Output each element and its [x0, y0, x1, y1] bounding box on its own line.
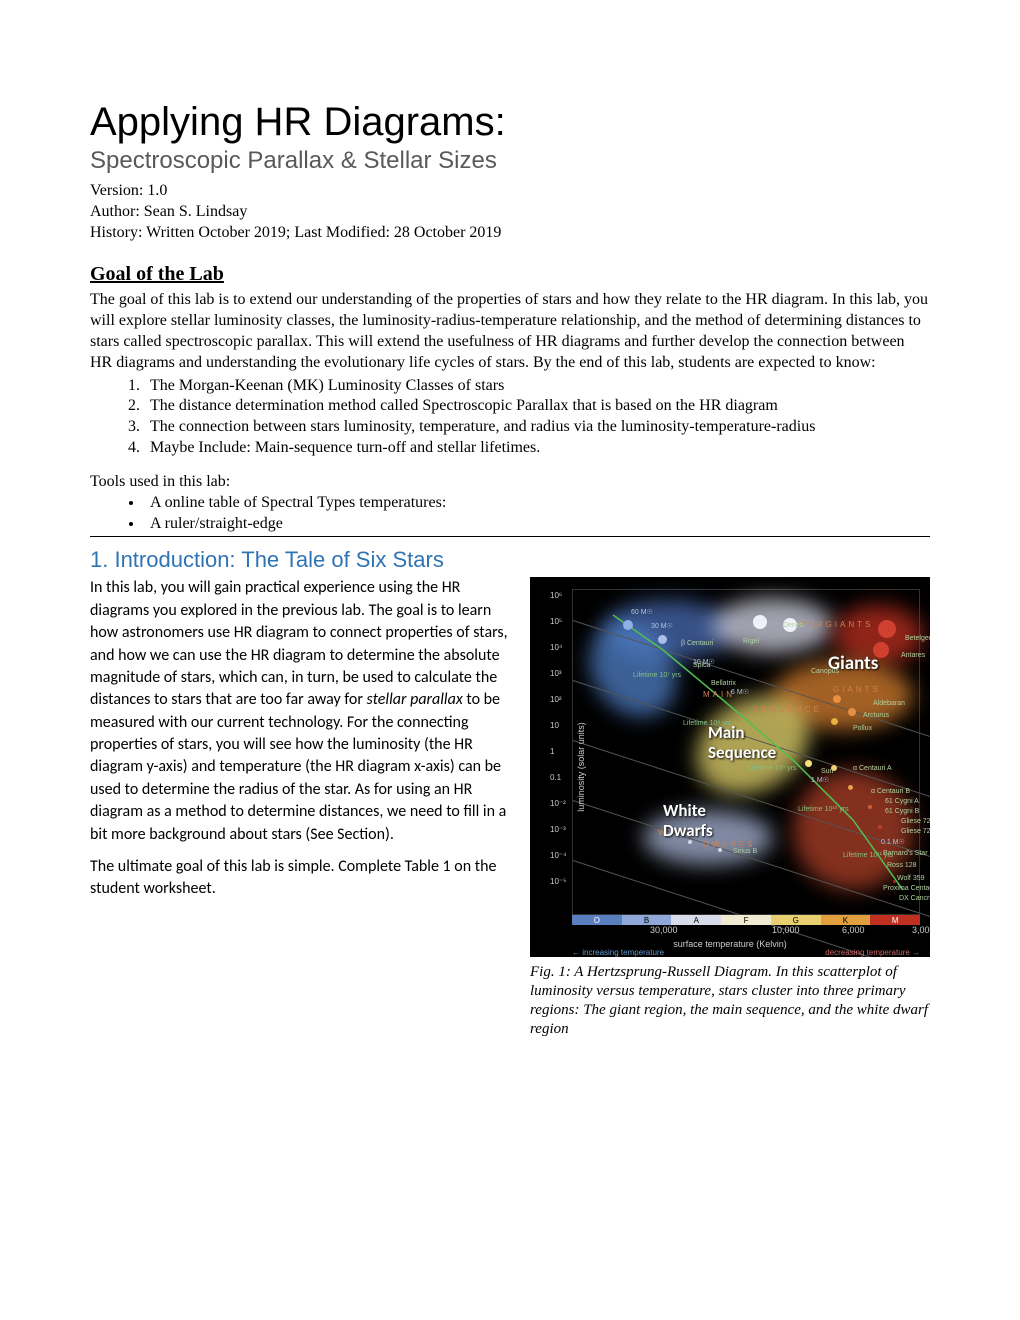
goal-list: The Morgan-Keenan (MK) Luminosity Classe… — [144, 376, 930, 459]
goal-item: The Morgan-Keenan (MK) Luminosity Classe… — [144, 376, 930, 397]
main-title: Applying HR Diagrams: — [90, 100, 930, 145]
star-label: α Centauri A — [853, 765, 892, 772]
star-label: DX Cancri — [899, 895, 930, 902]
meta-history: History: Written October 2019; Last Modi… — [90, 223, 930, 244]
tools-item: A ruler/straight-edge — [144, 514, 930, 535]
star-label: Deneb — [783, 622, 804, 629]
y-tick: 10³ — [550, 669, 562, 678]
star-label: Betelgeuse — [905, 635, 930, 642]
hr-diagram-figure: SUPERGIANTS GIANTS MAIN SEQUENCE WHITE D… — [530, 577, 930, 957]
mass-label: 10 M☉ — [693, 658, 715, 666]
lifetime-label: Lifetime 10⁸ yrs — [683, 720, 731, 727]
mass-label: 30 M☉ — [651, 622, 673, 630]
star-label: Gliese 725 A — [901, 818, 930, 825]
star-label: Proxima Centauri — [883, 885, 930, 892]
mass-label: 0.1 M☉ — [881, 838, 905, 846]
star-label: Sirius B — [733, 848, 757, 855]
p1-part-b: to be measured with our current technolo… — [90, 690, 506, 843]
spectral-class: G — [771, 915, 821, 925]
star-label: β Centauri — [681, 640, 713, 647]
meta-author: Author: Sean S. Lindsay — [90, 202, 930, 223]
y-tick: 10² — [550, 695, 562, 704]
y-tick: 1 — [550, 747, 554, 756]
tools-list: A online table of Spectral Types tempera… — [144, 493, 930, 535]
p2: The ultimate goal of this lab is simple.… — [90, 856, 516, 901]
p1-italic: stellar parallax — [367, 690, 463, 709]
mass-label: 1 M☉ — [811, 776, 829, 784]
spectral-class: M — [870, 915, 920, 925]
arrow-decreasing: decreasing temperature → — [825, 948, 920, 957]
lifetime-label: Lifetime 10¹¹ yrs — [843, 852, 893, 859]
x-tick: 10,000 — [772, 925, 800, 935]
y-axis-label: luminosity (solar units) — [576, 723, 586, 813]
spectral-class: A — [671, 915, 721, 925]
spectral-class: O — [572, 915, 622, 925]
x-axis-label: surface temperature (Kelvin) — [673, 939, 787, 949]
spectral-class: K — [821, 915, 871, 925]
section-1-text: In this lab, you will gain practical exp… — [90, 577, 516, 1038]
mass-label: 60 M☉ — [631, 608, 653, 616]
spectral-class: F — [721, 915, 771, 925]
lifetime-label: Lifetime 10⁷ yrs — [633, 672, 681, 679]
star-label: Antares — [901, 652, 925, 659]
band-giants: GIANTS — [833, 685, 881, 694]
x-tick: 3,000 — [912, 925, 930, 935]
divider — [90, 536, 930, 537]
label-dwarfs: Dwarfs — [663, 820, 713, 841]
y-tick: 10⁴ — [550, 643, 562, 652]
y-tick: 10⁻⁴ — [550, 851, 567, 860]
lifetime-label: Lifetime 10¹⁰ yrs — [798, 805, 849, 813]
y-tick: 10⁻³ — [550, 825, 566, 834]
figure-caption: Fig. 1: A Hertzsprung-Russell Diagram. I… — [530, 963, 930, 1038]
meta-version: Version: 1.0 — [90, 181, 930, 202]
star-label: Bellatrix — [711, 680, 736, 687]
star-label: Sun — [821, 768, 833, 775]
x-tick: 30,000 — [650, 925, 678, 935]
star-label: Pollux — [853, 725, 872, 732]
spectral-bar: OBAFGKM — [572, 915, 920, 925]
spectral-class: B — [622, 915, 672, 925]
y-tick: 10⁻² — [550, 799, 566, 808]
x-tick: 6,000 — [842, 925, 865, 935]
goal-item: The connection between stars luminosity,… — [144, 417, 930, 438]
tools-item: A online table of Spectral Types tempera… — [144, 493, 930, 514]
band-sequence: SEQUENCE — [753, 705, 822, 714]
star-label: α Centauri B — [871, 788, 910, 795]
label-white: White — [663, 800, 706, 821]
star-label: Gliese 725 B — [901, 828, 930, 835]
y-tick: 10⁻⁵ — [550, 877, 566, 886]
section-1-header: 1. Introduction: The Tale of Six Stars — [90, 547, 930, 573]
chart-plot-area: SUPERGIANTS GIANTS MAIN SEQUENCE WHITE D… — [572, 589, 920, 915]
star-label: Aldebaran — [873, 700, 905, 707]
y-tick: 0.1 — [550, 773, 561, 782]
star-label: Wolf 359 — [897, 875, 925, 882]
star-label: Ross 128 — [887, 862, 917, 869]
star-label: 61 Cygni A — [885, 798, 919, 805]
arrow-increasing: ← increasing temperature — [572, 948, 664, 957]
label-sequence: Sequence — [708, 742, 776, 763]
subtitle: Spectroscopic Parallax & Stellar Sizes — [90, 147, 930, 175]
y-tick: 10 — [550, 721, 559, 730]
star-label: Rigel — [743, 638, 759, 645]
goal-item: The distance determination method called… — [144, 396, 930, 417]
star-label: 61 Cygni B — [885, 808, 919, 815]
goal-header: Goal of the Lab — [90, 263, 930, 286]
mass-label: 6 M☉ — [731, 688, 749, 696]
goal-intro: The goal of this lab is to extend our un… — [90, 290, 930, 373]
y-tick: 10⁶ — [550, 591, 562, 600]
tools-label: Tools used in this lab: — [90, 473, 930, 491]
lifetime-label: Lifetime 10⁹ yrs — [748, 765, 797, 772]
star-label: Canopus — [811, 668, 839, 675]
y-tick: 10⁵ — [550, 617, 562, 626]
star-label: Arcturus — [863, 712, 889, 719]
goal-item: Maybe Include: Main-sequence turn-off an… — [144, 438, 930, 459]
